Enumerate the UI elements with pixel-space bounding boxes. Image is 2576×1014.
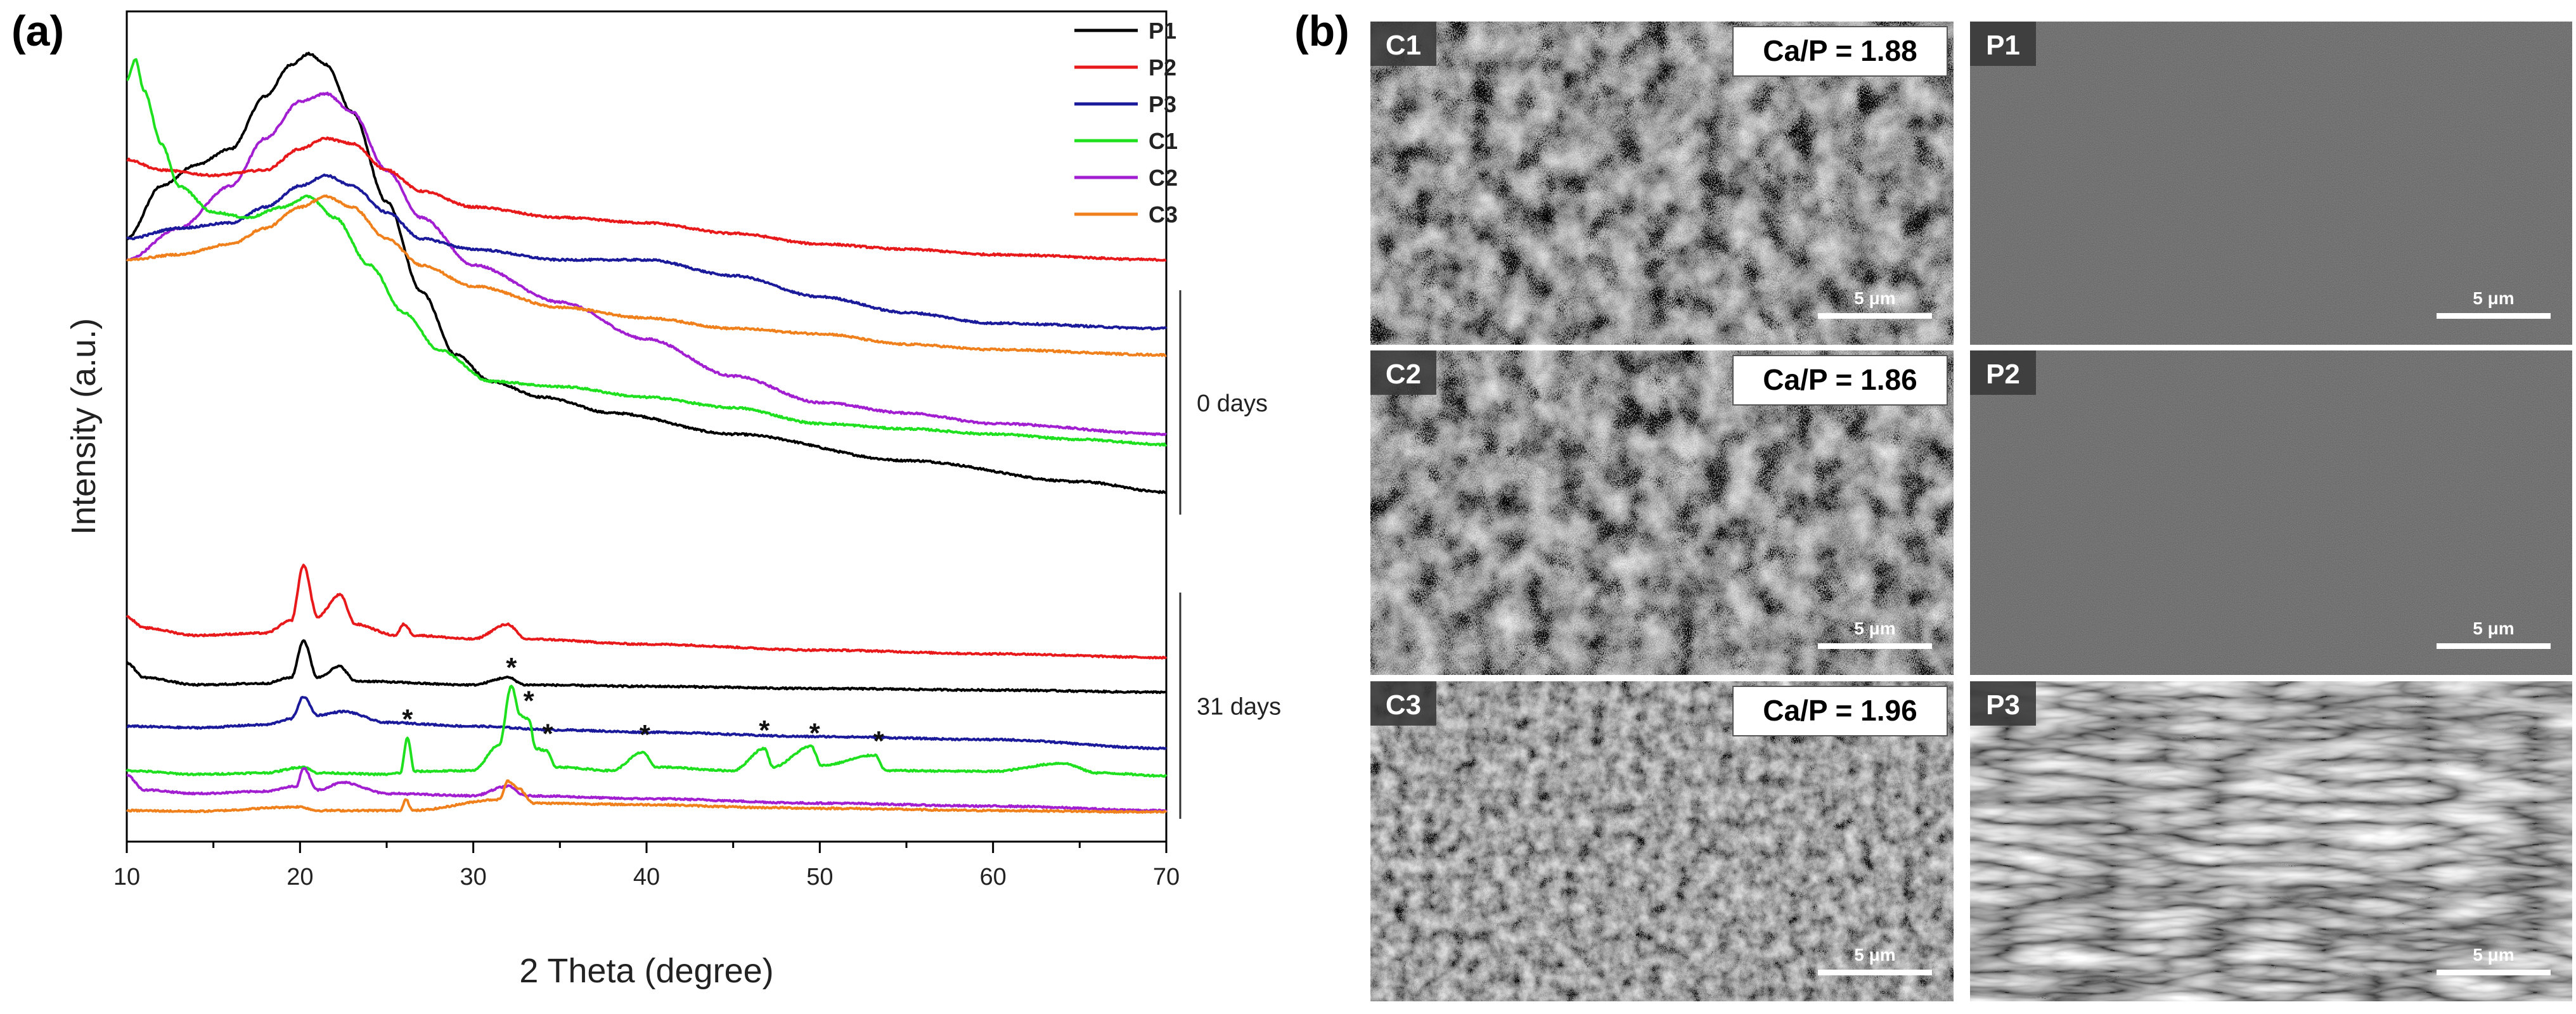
legend-label: C3 xyxy=(1149,202,1178,228)
legend: P1 P2 P3 C1 C2 C3 xyxy=(1074,18,1178,228)
micrograph-id-tag xyxy=(1370,22,1436,66)
legend-label: P1 xyxy=(1149,18,1176,44)
micrograph-id: C3 xyxy=(1386,690,1421,721)
micrograph-c3: C3 Ca/P = 1.96 5 μm xyxy=(1370,681,1954,1001)
micrograph-id-tag xyxy=(1970,350,2036,395)
x-axis-ticks: 10 20 30 40 50 60 70 xyxy=(113,842,1180,890)
micrograph-id: P1 xyxy=(1986,30,2020,61)
scale-bar xyxy=(2437,970,2551,975)
trace-c3-31-days xyxy=(126,779,1168,814)
trace-p3-0-days xyxy=(126,173,1168,331)
scale-bar xyxy=(1818,643,1932,649)
panel-a-letter: (a) xyxy=(11,7,64,55)
x-axis-title: 2 Theta (degree) xyxy=(519,952,773,990)
ca-p-ratio: Ca/P = 1.96 xyxy=(1763,694,1917,727)
trace-p1-31-days xyxy=(126,639,1167,695)
legend-label: C2 xyxy=(1149,165,1178,191)
group-label: 0 days xyxy=(1197,390,1268,417)
micrograph-image xyxy=(1970,22,2572,345)
trace-p2-31-days xyxy=(126,563,1168,660)
trace-c2-0-days xyxy=(126,91,1167,437)
peak-marker: * xyxy=(640,719,651,750)
x-tick-label: 50 xyxy=(806,864,833,890)
peak-marker: * xyxy=(506,652,517,683)
peak-marker: * xyxy=(524,685,535,716)
peak-markers: **** * * * * xyxy=(402,652,884,757)
scale-bar-label: 5 μm xyxy=(1854,945,1895,965)
scale-bar-label: 5 μm xyxy=(2473,945,2514,965)
ratio-box xyxy=(1732,26,1948,77)
x-tick-label: 20 xyxy=(287,864,313,890)
scale-bar xyxy=(1818,313,1932,319)
ca-p-ratio: Ca/P = 1.88 xyxy=(1763,34,1917,67)
ratio-box xyxy=(1732,686,1948,736)
trace-p2-0-days xyxy=(126,136,1167,262)
scale-bar xyxy=(2437,313,2551,319)
x-tick-label: 10 xyxy=(113,864,140,890)
trace-c3-0-days xyxy=(126,194,1167,357)
micrograph-p2: P2 5 μm xyxy=(1970,350,2572,675)
peak-marker: * xyxy=(759,715,770,746)
legend-label: P3 xyxy=(1149,91,1176,117)
panel-b-letter: (b) xyxy=(1294,7,1349,55)
x-tick-label: 60 xyxy=(980,864,1007,890)
peak-marker: * xyxy=(543,718,554,749)
micrograph-id-tag xyxy=(1970,22,2036,66)
micrograph-id: P3 xyxy=(1986,690,2020,721)
ca-p-ratio: Ca/P = 1.86 xyxy=(1763,363,1917,396)
scale-bar-label: 5 μm xyxy=(1854,619,1895,638)
micrograph-image xyxy=(1970,681,2572,1001)
plot-frame xyxy=(126,10,1168,843)
sem-micrograph-grid: C1 Ca/P = 1.88 5 μm P1 5 μm C2 Ca/P = 1.86 5 μm… xyxy=(1370,22,2572,1001)
trace-c1-0-days xyxy=(126,58,1168,447)
peak-marker: * xyxy=(809,717,821,748)
micrograph-id: C1 xyxy=(1386,30,1421,61)
y-axis-title: Intensity (a.u.) xyxy=(65,318,103,535)
trace-c2-31-days xyxy=(126,767,1168,813)
panel-b: (b) C1 Ca/P = 1.88 5 μm P1 5 μm C2 Ca/P = 1.86… xyxy=(1294,7,2572,1001)
micrograph-id-tag xyxy=(1370,350,1436,395)
trace-c1-31-days xyxy=(126,684,1168,778)
scale-bar-label: 5 μm xyxy=(1854,288,1895,308)
x-tick-label: 30 xyxy=(460,864,487,890)
x-tick-label: 70 xyxy=(1153,864,1180,890)
micrograph-id-tag xyxy=(1970,681,2036,726)
micrograph-p3: P3 5 μm xyxy=(1970,681,2572,1001)
legend-label: P2 xyxy=(1149,55,1176,80)
micrograph-id: P2 xyxy=(1986,359,2020,390)
peak-marker: * xyxy=(873,726,885,757)
scale-bar-label: 5 μm xyxy=(2473,619,2514,638)
x-tick-label: 40 xyxy=(633,864,660,890)
group-label: 31 days xyxy=(1197,694,1281,721)
scale-bar xyxy=(2437,643,2551,649)
scale-bar xyxy=(1818,970,1932,975)
legend-label: C1 xyxy=(1149,128,1178,154)
micrograph-c2: C2 Ca/P = 1.86 5 μm xyxy=(1370,350,1954,675)
scale-bar-label: 5 μm xyxy=(2473,288,2514,308)
trace-p3-31-days xyxy=(126,696,1168,750)
group-brackets: 0 days 31 days xyxy=(1179,290,1281,819)
trace-p1-0-days xyxy=(126,51,1167,494)
micrograph-id: C2 xyxy=(1386,359,1421,390)
micrograph-p1: P1 5 μm xyxy=(1970,22,2572,345)
ratio-box xyxy=(1732,355,1948,406)
micrograph-c1: C1 Ca/P = 1.88 5 μm xyxy=(1370,22,1954,345)
peak-marker: * xyxy=(402,704,413,735)
micrograph-id-tag xyxy=(1370,681,1436,726)
xrd-traces xyxy=(126,51,1168,814)
micrograph-image xyxy=(1970,350,2572,675)
